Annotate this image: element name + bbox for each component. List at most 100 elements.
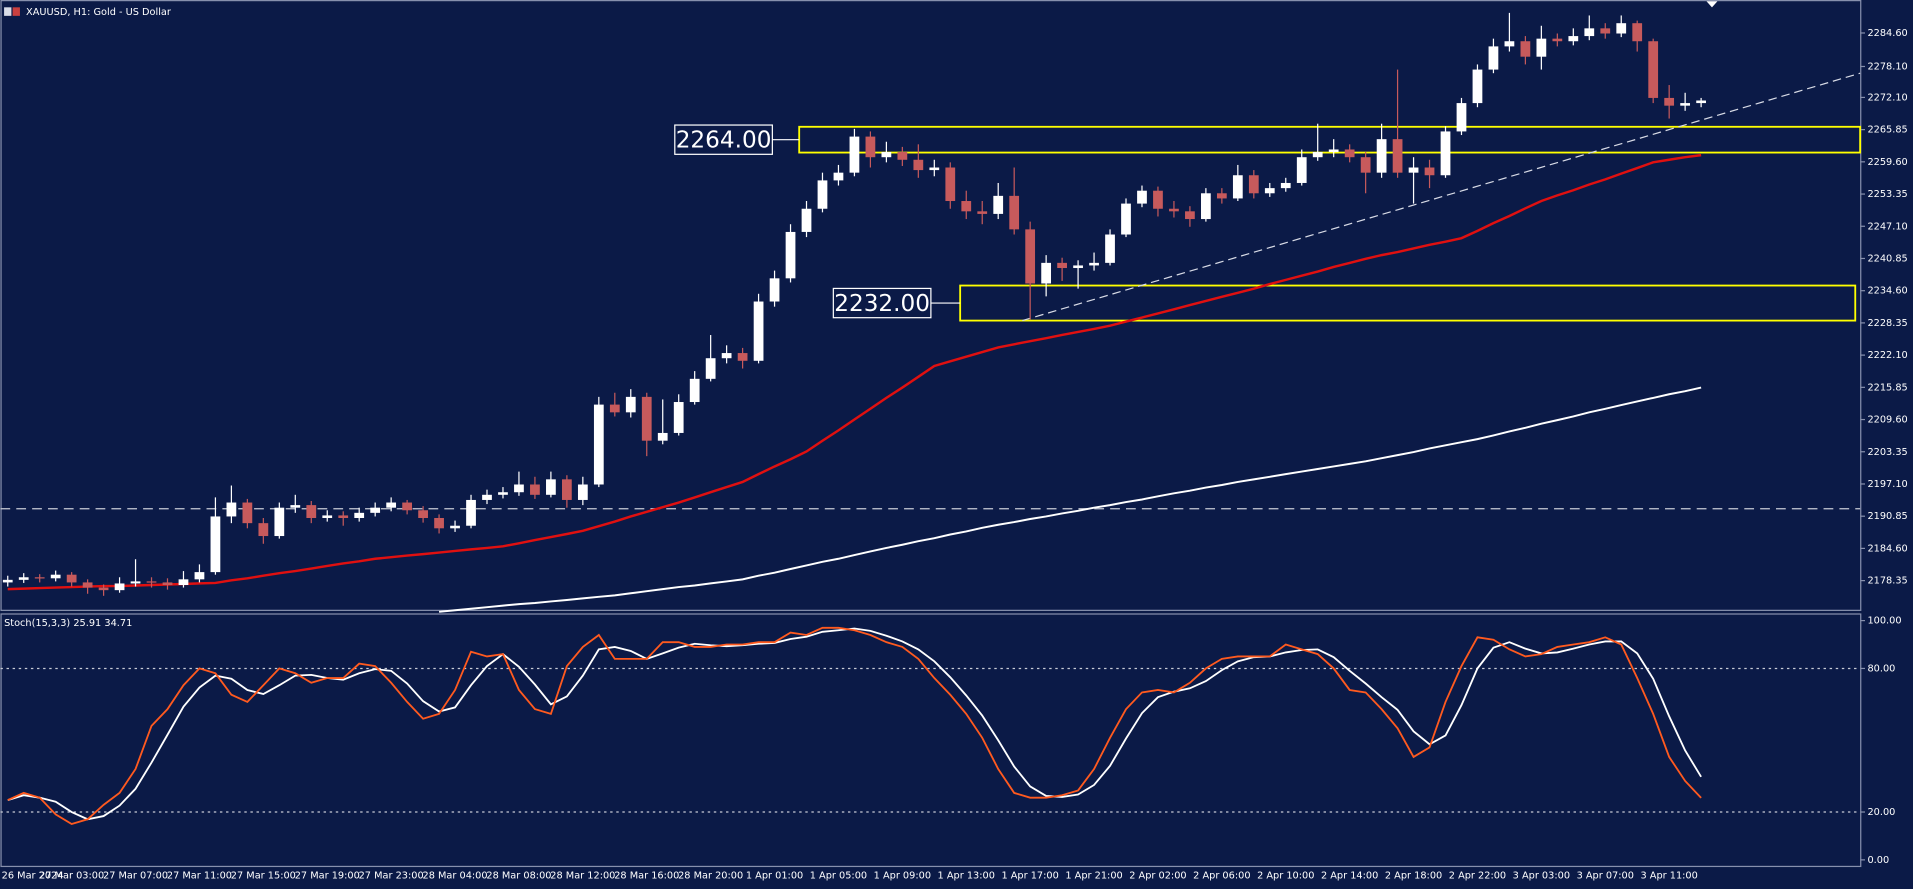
x-tick-label: 3 Apr 03:00 bbox=[1513, 871, 1570, 882]
candle-body bbox=[146, 581, 157, 583]
candle-body bbox=[338, 515, 349, 518]
y-tick-label: 2178.35 bbox=[1867, 576, 1907, 587]
candle-body bbox=[450, 525, 460, 529]
candle-body bbox=[1632, 23, 1643, 42]
x-tick-label: 1 Apr 21:00 bbox=[1065, 871, 1122, 882]
y-tick-label: 20.00 bbox=[1867, 807, 1895, 818]
indicator-name: Stoch(15,3,3) bbox=[4, 618, 70, 629]
y-tick-label: 2203.35 bbox=[1867, 447, 1907, 458]
candle-body bbox=[1073, 265, 1083, 269]
indicator-k-value: 25.91 bbox=[73, 618, 101, 629]
y-tick-label: 2184.60 bbox=[1867, 543, 1907, 554]
candle-body bbox=[1584, 28, 1595, 37]
x-tick-label: 3 Apr 11:00 bbox=[1640, 871, 1697, 882]
x-tick-label: 1 Apr 01:00 bbox=[746, 871, 803, 882]
candle-body bbox=[1248, 175, 1259, 194]
y-tick-label: 2234.60 bbox=[1867, 286, 1907, 297]
stoch-panel-frame bbox=[0, 613, 1862, 868]
x-tick-label: 2 Apr 06:00 bbox=[1193, 871, 1250, 882]
candle-body bbox=[977, 211, 988, 214]
candle-body bbox=[354, 512, 365, 518]
candle-body bbox=[641, 396, 652, 441]
x-tick-label: 28 Mar 12:00 bbox=[550, 871, 615, 882]
x-tick-label: 2 Apr 18:00 bbox=[1385, 871, 1442, 882]
candle-body bbox=[1009, 195, 1020, 230]
candle-body bbox=[785, 231, 796, 279]
stoch-line bbox=[7, 626, 1702, 825]
candle-body bbox=[1344, 149, 1355, 158]
y-tick-label: 2247.10 bbox=[1867, 221, 1907, 232]
indicator-title: Stoch(15,3,3) 25.91 34.71 bbox=[4, 618, 132, 629]
y-tick-label: 2272.10 bbox=[1867, 92, 1907, 103]
y-tick-label: 2265.85 bbox=[1867, 125, 1907, 136]
x-tick-label: 28 Mar 08:00 bbox=[486, 871, 551, 882]
candle-body bbox=[274, 507, 285, 537]
candle-body bbox=[1280, 182, 1291, 189]
candle-body bbox=[1216, 193, 1227, 199]
moving-average bbox=[7, 153, 1702, 591]
zone-label: 2264.00 bbox=[676, 126, 772, 153]
candle-body bbox=[1328, 149, 1339, 153]
candle-body bbox=[1696, 100, 1706, 104]
candle-body bbox=[593, 404, 604, 485]
x-tick-label: 1 Apr 17:00 bbox=[1001, 871, 1058, 882]
candle-body bbox=[577, 484, 588, 500]
candle-body bbox=[945, 167, 956, 202]
candle-body bbox=[306, 505, 317, 518]
x-tick-label: 28 Mar 20:00 bbox=[678, 871, 743, 882]
candle-body bbox=[801, 208, 812, 232]
candle-body bbox=[1153, 190, 1163, 209]
y-tick-label: 2228.35 bbox=[1867, 318, 1907, 329]
x-tick-label: 2 Apr 02:00 bbox=[1129, 871, 1186, 882]
x-tick-label: 2 Apr 22:00 bbox=[1449, 871, 1506, 882]
candle-body bbox=[705, 358, 716, 379]
x-tick-label: 27 Mar 11:00 bbox=[167, 871, 232, 882]
candle-body bbox=[625, 396, 636, 413]
x-tick-label: 27 Mar 23:00 bbox=[359, 871, 424, 882]
candle-body bbox=[1041, 262, 1052, 284]
x-tick-label: 2 Apr 14:00 bbox=[1321, 871, 1378, 882]
candle-body bbox=[1201, 193, 1211, 220]
x-tick-label: 27 Mar 19:00 bbox=[295, 871, 360, 882]
candle-body bbox=[1232, 175, 1243, 199]
candle-body bbox=[1137, 190, 1147, 204]
x-tick-label: 28 Mar 04:00 bbox=[422, 871, 487, 882]
y-tick-label: 2240.85 bbox=[1867, 253, 1907, 264]
candle-body bbox=[1568, 36, 1579, 42]
x-tick-label: 3 Apr 07:00 bbox=[1577, 871, 1634, 882]
candle-body bbox=[1025, 229, 1036, 284]
candle-body bbox=[961, 201, 972, 212]
candle-body bbox=[865, 136, 876, 158]
candle-body bbox=[1552, 38, 1563, 42]
candle-body bbox=[322, 515, 333, 518]
candle-body bbox=[34, 577, 45, 579]
y-tick-label: 2222.10 bbox=[1867, 350, 1907, 361]
y-tick-label: 2253.35 bbox=[1867, 189, 1907, 200]
moving-average bbox=[438, 386, 1702, 613]
candle-body bbox=[1312, 152, 1323, 158]
y-tick-label: 2197.10 bbox=[1867, 479, 1907, 490]
candle-body bbox=[1664, 97, 1675, 106]
candle-body bbox=[418, 510, 428, 518]
x-tick-label: 1 Apr 05:00 bbox=[810, 871, 867, 882]
candle-body bbox=[210, 516, 221, 573]
candle-body bbox=[434, 517, 444, 529]
candle-body bbox=[833, 172, 844, 181]
candle-body bbox=[753, 301, 764, 361]
trendline bbox=[1022, 72, 1861, 322]
candle-body bbox=[1440, 131, 1451, 176]
candle-body bbox=[98, 587, 109, 591]
zone-label-box bbox=[674, 124, 773, 155]
candle-body bbox=[929, 167, 940, 171]
y-tick-label: 2278.10 bbox=[1867, 61, 1907, 72]
candle-body bbox=[849, 136, 860, 173]
candle-body bbox=[290, 505, 301, 508]
candle-body bbox=[1121, 203, 1131, 235]
candle-body bbox=[657, 432, 668, 441]
zone-label-box bbox=[832, 287, 932, 319]
candle-body bbox=[1488, 46, 1499, 70]
candle-body bbox=[561, 479, 572, 500]
candle-body bbox=[1456, 103, 1467, 132]
